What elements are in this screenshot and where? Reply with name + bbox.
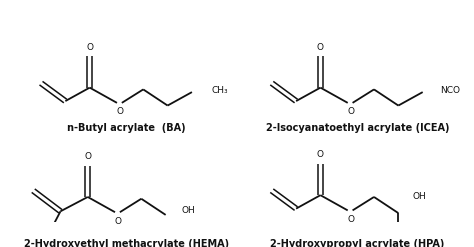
- Text: O: O: [86, 43, 93, 52]
- Text: OH: OH: [413, 192, 427, 202]
- Text: O: O: [117, 107, 123, 116]
- Text: OH: OH: [181, 206, 195, 215]
- Text: 2-Hydroxyethyl methacrylate (HEMA): 2-Hydroxyethyl methacrylate (HEMA): [24, 239, 229, 247]
- Text: CH₃: CH₃: [211, 86, 228, 95]
- Text: O: O: [84, 152, 91, 161]
- Text: O: O: [347, 107, 354, 116]
- Text: O: O: [114, 217, 121, 226]
- Text: O: O: [347, 215, 354, 224]
- Text: O: O: [317, 43, 324, 52]
- Text: NCO: NCO: [440, 86, 460, 95]
- Text: 2-Isocyanatoethyl acrylate (ICEA): 2-Isocyanatoethyl acrylate (ICEA): [266, 123, 449, 133]
- Text: n-Butyl acrylate  (BA): n-Butyl acrylate (BA): [67, 123, 186, 133]
- Text: 2-Hydroxypropyl acrylate (HPA): 2-Hydroxypropyl acrylate (HPA): [270, 239, 445, 247]
- Text: O: O: [317, 150, 324, 159]
